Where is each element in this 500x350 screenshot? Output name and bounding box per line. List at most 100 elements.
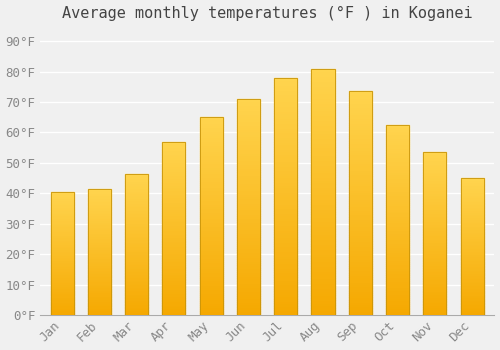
- Bar: [424, 172, 446, 174]
- Bar: [162, 235, 186, 237]
- Bar: [88, 305, 111, 306]
- Bar: [386, 258, 409, 260]
- Bar: [424, 154, 446, 155]
- Bar: [312, 303, 334, 305]
- Bar: [88, 252, 111, 253]
- Bar: [312, 251, 334, 253]
- Bar: [424, 255, 446, 257]
- Bar: [348, 114, 372, 116]
- Bar: [312, 219, 334, 222]
- Bar: [348, 136, 372, 138]
- Bar: [274, 161, 297, 163]
- Bar: [162, 162, 186, 164]
- Bar: [125, 217, 148, 219]
- Bar: [312, 288, 334, 290]
- Bar: [274, 108, 297, 111]
- Bar: [312, 145, 334, 147]
- Bar: [125, 275, 148, 277]
- Bar: [348, 234, 372, 237]
- Bar: [200, 190, 222, 192]
- Bar: [274, 166, 297, 168]
- Bar: [274, 170, 297, 173]
- Bar: [460, 218, 483, 219]
- Bar: [50, 277, 74, 278]
- Bar: [237, 248, 260, 250]
- Bar: [460, 234, 483, 236]
- Bar: [274, 147, 297, 149]
- Bar: [312, 140, 334, 142]
- Bar: [348, 194, 372, 197]
- Bar: [88, 313, 111, 314]
- Bar: [348, 221, 372, 223]
- Bar: [237, 259, 260, 261]
- Bar: [348, 217, 372, 219]
- Bar: [348, 215, 372, 217]
- Bar: [200, 198, 222, 201]
- Bar: [88, 271, 111, 272]
- Bar: [274, 289, 297, 292]
- Bar: [348, 152, 372, 154]
- Bar: [274, 256, 297, 258]
- Bar: [386, 281, 409, 283]
- Bar: [348, 257, 372, 259]
- Bar: [274, 104, 297, 106]
- Bar: [50, 298, 74, 299]
- Bar: [200, 143, 222, 145]
- Bar: [162, 148, 186, 150]
- Bar: [88, 310, 111, 312]
- Bar: [424, 258, 446, 260]
- Bar: [424, 250, 446, 252]
- Bar: [274, 177, 297, 180]
- Bar: [162, 185, 186, 187]
- Bar: [88, 218, 111, 219]
- Bar: [200, 240, 222, 242]
- Bar: [88, 261, 111, 262]
- Bar: [274, 187, 297, 189]
- Bar: [348, 259, 372, 261]
- Bar: [312, 142, 334, 145]
- Bar: [274, 204, 297, 206]
- Bar: [237, 168, 260, 170]
- Bar: [348, 241, 372, 244]
- Bar: [125, 297, 148, 298]
- Bar: [125, 286, 148, 287]
- Bar: [237, 114, 260, 116]
- Bar: [274, 260, 297, 263]
- Bar: [50, 297, 74, 298]
- Bar: [386, 167, 409, 169]
- Bar: [162, 286, 186, 287]
- Bar: [348, 237, 372, 239]
- Bar: [460, 228, 483, 229]
- Bar: [125, 195, 148, 196]
- Bar: [50, 286, 74, 287]
- Bar: [424, 312, 446, 314]
- Bar: [348, 271, 372, 273]
- Bar: [460, 247, 483, 248]
- Bar: [50, 251, 74, 252]
- Bar: [386, 212, 409, 214]
- Bar: [162, 213, 186, 215]
- Bar: [348, 125, 372, 127]
- Bar: [162, 155, 186, 157]
- Bar: [88, 194, 111, 195]
- Bar: [88, 275, 111, 276]
- Bar: [274, 194, 297, 196]
- Bar: [348, 208, 372, 210]
- Bar: [274, 275, 297, 277]
- Bar: [125, 208, 148, 209]
- Bar: [312, 281, 334, 283]
- Bar: [386, 230, 409, 231]
- Bar: [88, 295, 111, 296]
- Bar: [312, 204, 334, 206]
- Bar: [50, 248, 74, 250]
- Bar: [50, 284, 74, 286]
- Bar: [50, 308, 74, 309]
- Bar: [200, 117, 222, 119]
- Bar: [386, 127, 409, 129]
- Bar: [237, 281, 260, 283]
- Bar: [200, 242, 222, 244]
- Bar: [88, 284, 111, 285]
- Bar: [237, 239, 260, 241]
- Bar: [386, 235, 409, 237]
- Bar: [312, 118, 334, 120]
